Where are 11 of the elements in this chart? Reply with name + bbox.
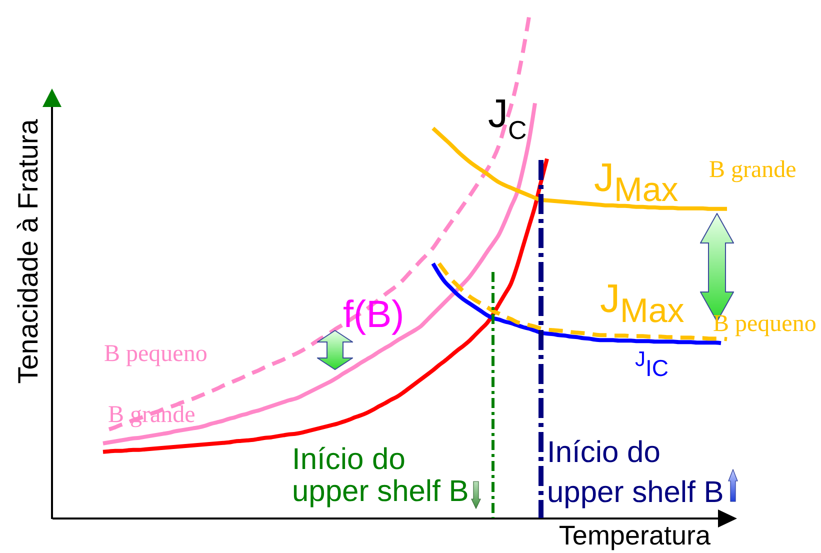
annotation: J$_{Max}$: [600, 277, 684, 330]
annotation: f(B): [343, 294, 404, 336]
series-label: B pequeno: [104, 340, 208, 367]
series-label: B pequeno: [713, 310, 816, 337]
annotation: Início do upper shelf B: [547, 436, 724, 509]
annotation: Início do upper shelf B: [292, 443, 469, 508]
y-axis-title: Tenacidade à Fratura: [12, 118, 44, 384]
annotation: J$_{Max}$: [594, 156, 678, 209]
annotation: J$_{C}$: [488, 92, 527, 145]
x-axis-title: Temperatura: [558, 520, 712, 550]
series-label: B grande: [709, 156, 796, 183]
